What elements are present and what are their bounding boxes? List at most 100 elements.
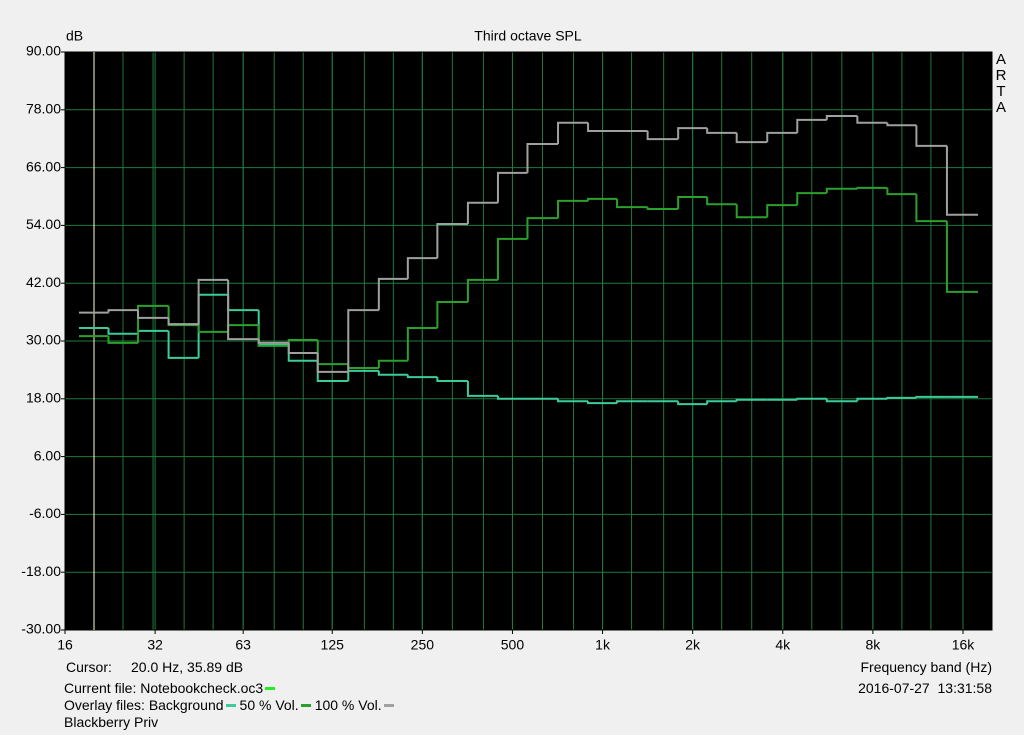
legend-swatch (383, 703, 394, 707)
current-file: Current file: Notebookcheck.oc3 (64, 680, 279, 696)
step-segment (825, 398, 858, 403)
step-segment (557, 398, 589, 403)
step-segment (466, 278, 498, 302)
step-segment (227, 279, 259, 341)
step-segment (466, 380, 498, 397)
step-segment (496, 171, 528, 203)
y-tick-label: 6.00 (34, 447, 61, 463)
current-file-swatch (265, 686, 276, 690)
step-segment (526, 142, 559, 173)
step-segment (377, 277, 408, 311)
chart-title: Third octave SPL (474, 28, 582, 44)
step-segment (167, 330, 199, 359)
step-segment (945, 145, 979, 216)
legend-swatch (225, 703, 236, 707)
step-segment (646, 207, 679, 211)
y-tick-label: 30.00 (26, 332, 61, 348)
step-segment (587, 401, 618, 405)
x-tick-label: 500 (501, 637, 525, 653)
step-segment (287, 342, 318, 355)
step-segment (796, 192, 827, 206)
x-tick-label: 2k (685, 637, 701, 653)
step-segment (137, 310, 169, 319)
step-segment (496, 395, 528, 400)
y-tick-label: 54.00 (26, 216, 61, 232)
step-segment (825, 187, 858, 194)
current-file-name: Current file: Notebookcheck.oc3 (64, 680, 264, 696)
step-segment (526, 217, 559, 239)
timestamp: 2016-07-27 13:31:58 (858, 680, 992, 696)
step-segment (796, 118, 827, 133)
series (78, 115, 979, 373)
step-segment (406, 257, 438, 279)
legend-label: Background (148, 697, 224, 713)
y-tick-label: 42.00 (26, 274, 61, 290)
step-segment (257, 325, 289, 347)
y-axis-label: dB (66, 28, 83, 44)
step-segment (706, 196, 737, 206)
step-segment (646, 130, 679, 141)
step-segment (436, 222, 468, 259)
overlay-label: Overlay files: (64, 697, 145, 713)
step-segment (167, 317, 199, 326)
cursor-readout: 20.0 Hz, 35.89 dB (131, 659, 244, 675)
y-tick-label: -30.00 (21, 621, 61, 637)
step-segment (406, 326, 438, 361)
step-segment (825, 115, 858, 120)
step-segment (557, 121, 589, 144)
x-tick-label: 4k (775, 637, 791, 653)
series (78, 186, 979, 369)
step-segment (347, 309, 379, 372)
step-segment (886, 396, 917, 399)
legend-label: 100 % Vol. (314, 697, 382, 713)
step-segment (856, 116, 888, 124)
step-segment (197, 278, 229, 325)
step-segment (915, 125, 947, 147)
step-segment (706, 400, 737, 405)
step-segment (616, 198, 648, 209)
x-tick-label: 16 (57, 637, 73, 653)
step-segment (616, 400, 648, 404)
step-segment (677, 401, 708, 406)
plot-border (64, 51, 993, 631)
step-segment (466, 201, 498, 224)
step-segment (436, 377, 468, 382)
step-segment (137, 304, 169, 343)
step-segment (197, 325, 229, 333)
step-segment (436, 300, 468, 328)
step-segment (735, 204, 768, 219)
step-segment (377, 359, 408, 368)
x-tick-label: 16k (952, 637, 976, 653)
step-segment (107, 309, 139, 313)
y-tick-label: 78.00 (26, 101, 61, 117)
step-segment (915, 395, 947, 398)
step-segment (316, 353, 349, 373)
y-tick-label: -18.00 (21, 563, 61, 579)
step-segment (706, 128, 737, 134)
x-axis-label: Frequency band (Hz) (860, 659, 992, 675)
x-tick-label: 63 (235, 637, 251, 653)
step-segment (107, 327, 139, 335)
step-segment (856, 397, 888, 402)
step-segment (587, 122, 618, 132)
brand: ARTA (995, 51, 1007, 116)
step-segment (766, 204, 798, 218)
x-tick-label: 1k (595, 637, 611, 653)
legend-label: 50 % Vol. (239, 697, 299, 713)
step-segment (677, 195, 708, 210)
step-segment (766, 131, 798, 143)
device: Blackberry Priv (64, 714, 159, 730)
step-segment (735, 132, 768, 144)
y-tick-label: -6.00 (29, 505, 61, 521)
step-segment (587, 197, 618, 201)
step-segment (406, 374, 438, 379)
step-segment (886, 187, 917, 196)
step-segment (557, 199, 589, 219)
x-tick-label: 125 (321, 637, 345, 653)
legend-swatch (300, 703, 311, 707)
legend: Overlay files: Background 50 % Vol. 100 % … (64, 697, 398, 713)
step-segment (735, 398, 768, 402)
x-tick-label: 8k (865, 637, 881, 653)
y-tick-label: 66.00 (26, 158, 61, 174)
